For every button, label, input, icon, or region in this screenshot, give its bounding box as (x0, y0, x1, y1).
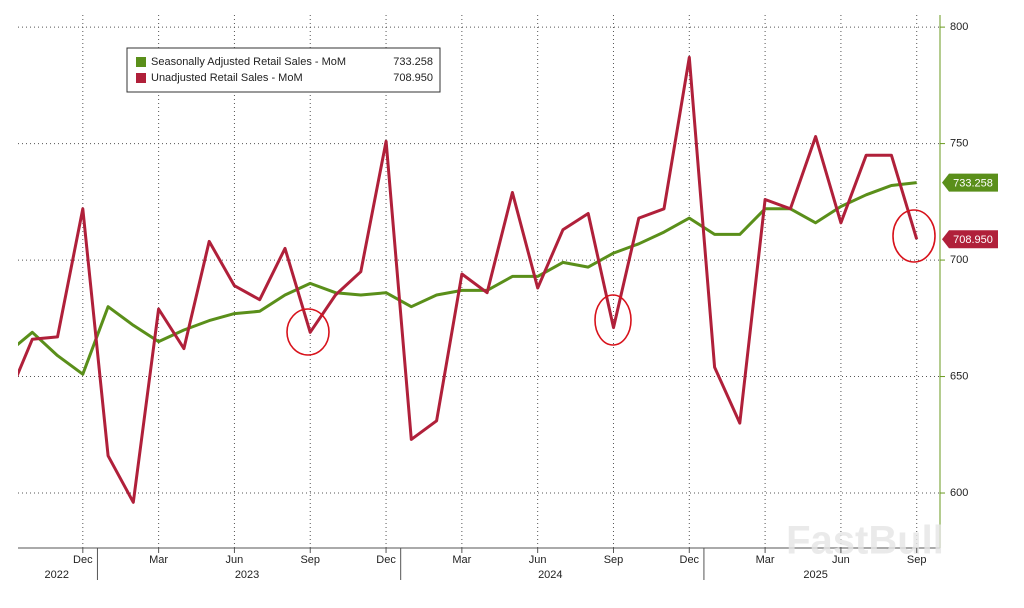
legend-value: 733.258 (393, 56, 433, 68)
x-tick-label: Jun (832, 554, 850, 566)
legend-box (126, 47, 441, 93)
year-label: 2023 (235, 569, 259, 581)
y-tick-label: 800 (950, 21, 968, 33)
highlight-circle (892, 209, 936, 263)
highlight-circle (594, 294, 632, 346)
y-tick-label: 600 (950, 487, 968, 499)
x-tick-label: Sep (300, 554, 320, 566)
grid (18, 15, 940, 548)
year-label: 2025 (803, 569, 827, 581)
legend-label: Seasonally Adjusted Retail Sales - MoM (151, 56, 346, 68)
end-tag-label: 733.258 (953, 177, 993, 189)
legend-swatch (136, 73, 146, 83)
x-tick-label: Mar (149, 554, 168, 566)
year-label: 2022 (44, 569, 68, 581)
series-line (18, 55, 919, 504)
end-tag (942, 230, 998, 249)
x-tick-label: Mar (452, 554, 471, 566)
highlight-circle (286, 308, 330, 356)
x-tick-label: Mar (756, 554, 775, 566)
end-tag-label: 708.950 (953, 234, 993, 246)
legend (126, 47, 441, 93)
x-tick-label: Sep (907, 554, 927, 566)
legend-label: Unadjusted Retail Sales - MoM (151, 72, 303, 84)
year-label: 2024 (538, 569, 562, 581)
x-tick-label: Dec (376, 554, 396, 566)
x-tick-label: Dec (680, 554, 700, 566)
x-tick-label: Dec (73, 554, 93, 566)
end-tag (942, 173, 998, 192)
y-tick-label: 700 (950, 254, 968, 266)
x-tick-label: Jun (226, 554, 244, 566)
x-tick-label: Jun (529, 554, 547, 566)
x-tick-label: Sep (604, 554, 624, 566)
y-tick-label: 650 (950, 370, 968, 382)
plot-area (18, 55, 919, 504)
y-tick-label: 750 (950, 137, 968, 149)
legend-swatch (136, 57, 146, 67)
watermark: FastBull (786, 519, 944, 563)
legend-value: 708.950 (393, 72, 433, 84)
